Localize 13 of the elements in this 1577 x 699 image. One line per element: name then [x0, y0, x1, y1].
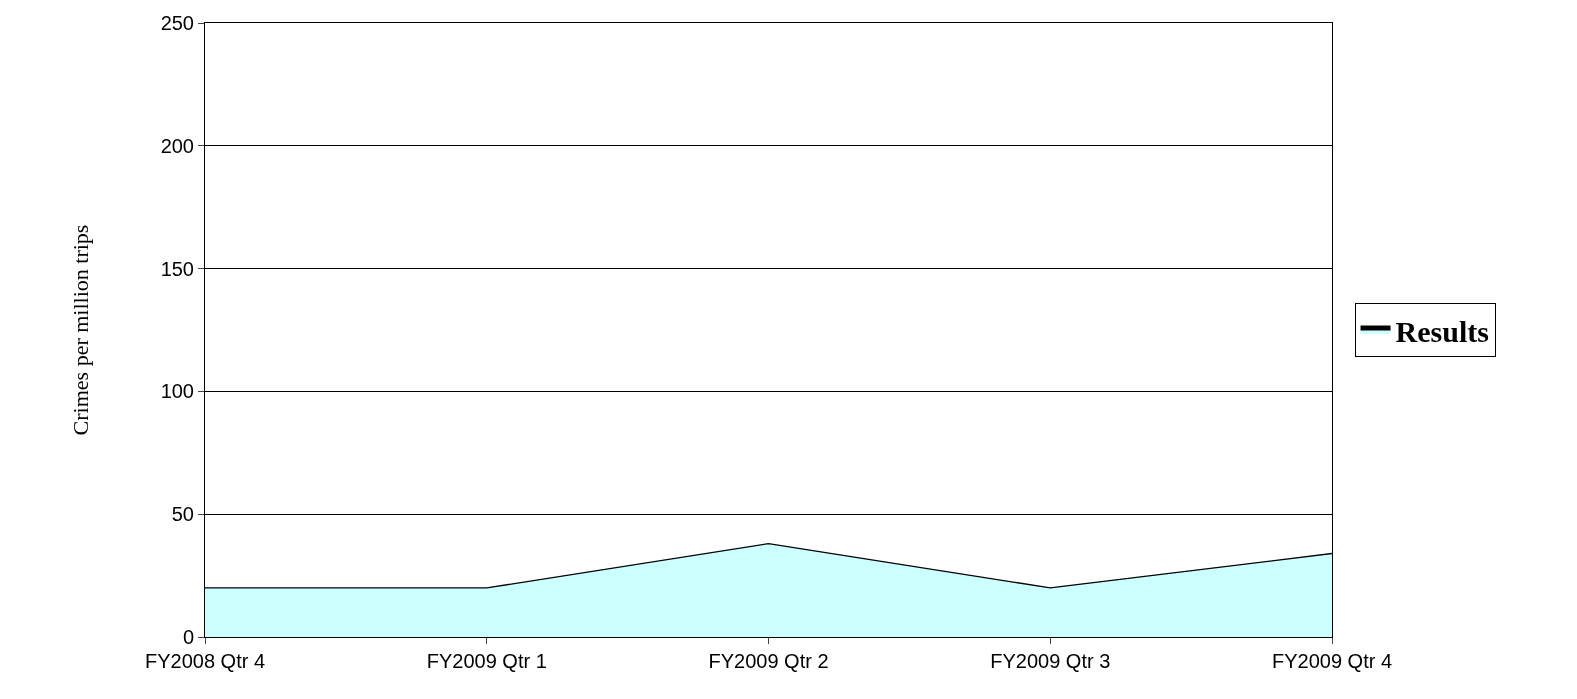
y-axis-title: Crimes per million trips	[68, 224, 94, 436]
x-tick-label: FY2009 Qtr 2	[708, 650, 829, 672]
x-tick-label: FY2009 Qtr 3	[990, 650, 1111, 672]
x-tick-label: FY2009 Qtr 4	[1271, 650, 1393, 672]
legend-label: Results	[1395, 314, 1489, 348]
y-tick-label: 0	[182, 626, 194, 648]
y-tick-label: 250	[160, 12, 194, 34]
y-tick-label: 150	[160, 257, 194, 280]
x-tick-label: FY2008 Qtr 4	[144, 650, 266, 672]
x-tick-label: FY2009 Qtr 1	[426, 650, 547, 672]
y-tick-label: 50	[171, 503, 194, 526]
y-tick-label: 100	[160, 380, 194, 403]
y-tick-label: 200	[160, 134, 194, 157]
